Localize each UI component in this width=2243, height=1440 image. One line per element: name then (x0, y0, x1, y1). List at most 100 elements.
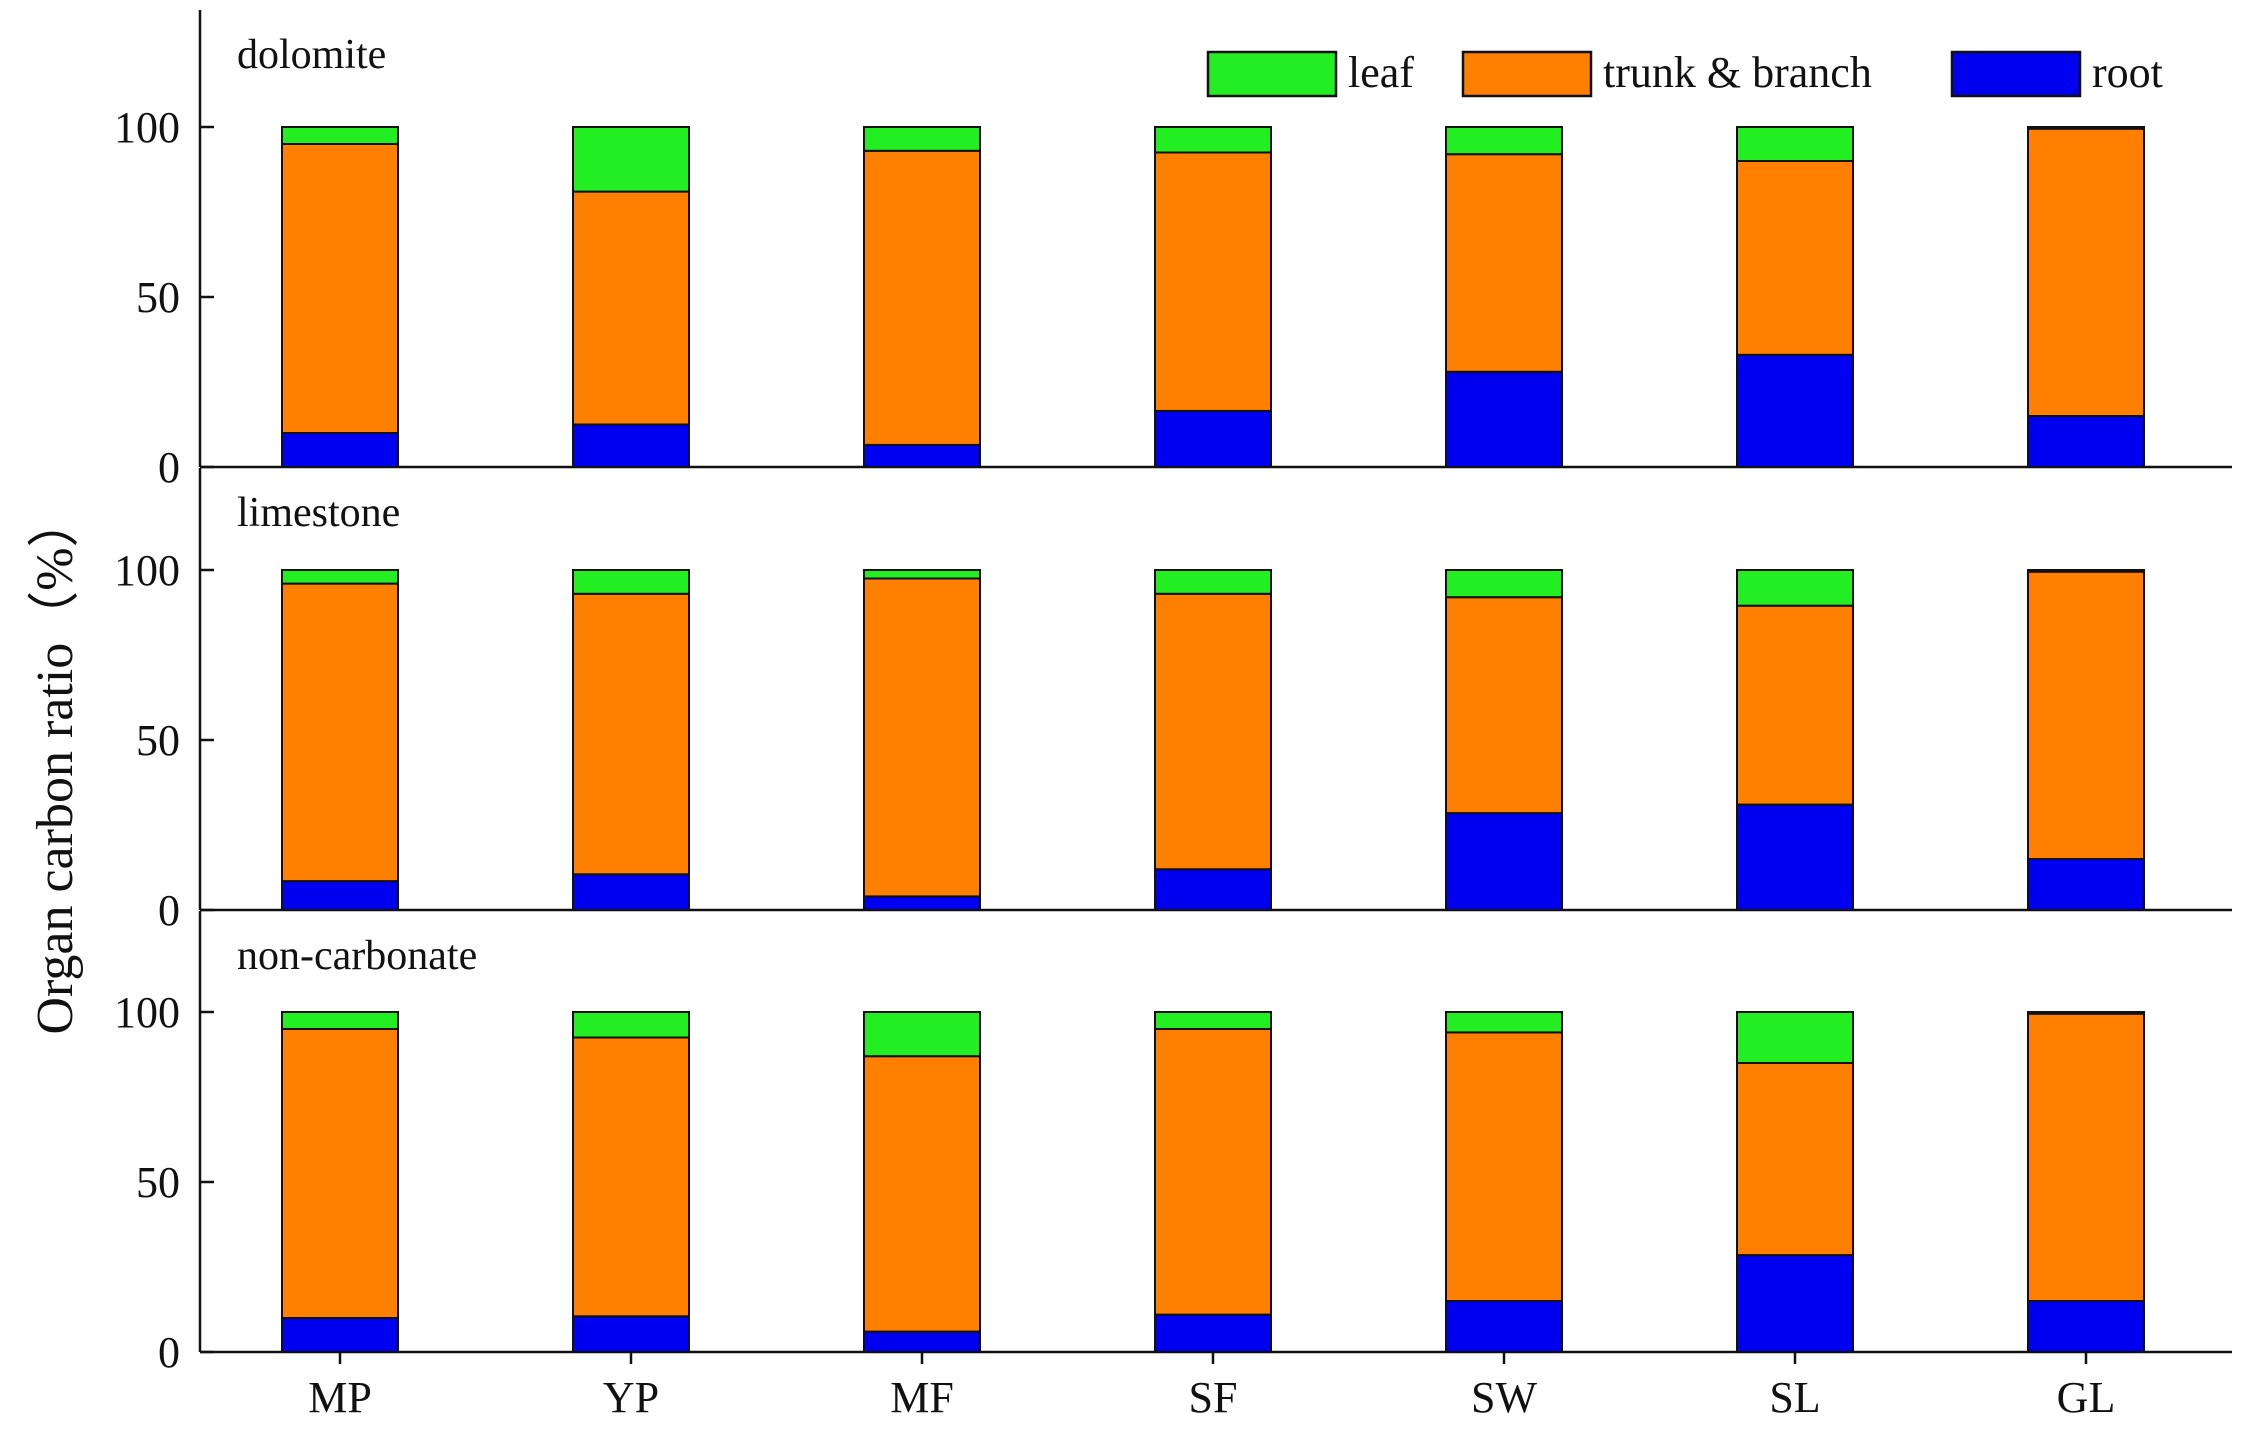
legend-entry-trunk: trunk & branch (1461, 48, 1872, 98)
bar-segment-trunk (572, 592, 690, 876)
bar-SL (1736, 126, 1854, 468)
legend-label: root (2092, 48, 2163, 97)
bar-MP (281, 569, 399, 911)
legend: leaf trunk & branch root (1206, 48, 2163, 98)
bar-segment-leaf (1445, 1011, 1563, 1034)
bar-segment-trunk (863, 577, 981, 898)
bar-segment-leaf (281, 569, 399, 585)
bar-segment-leaf (863, 1011, 981, 1058)
bar-segment-leaf (281, 1011, 399, 1030)
bar-segment-leaf (281, 126, 399, 145)
y-tick-label: 0 (158, 443, 180, 492)
y-tick-label: 100 (114, 103, 180, 152)
bar-segment-root (1736, 803, 1854, 911)
bar-segment-leaf (1445, 126, 1563, 156)
panel-2: 0 50 100 non-carbonate (114, 911, 2232, 1377)
bar-segment-leaf (2027, 126, 2145, 130)
bar-segment-trunk (572, 190, 690, 426)
bar-segment-root (1736, 353, 1854, 468)
y-tick-label: 0 (158, 1328, 180, 1377)
bar-segment-leaf (1445, 569, 1563, 599)
bar-segment-trunk (572, 1036, 690, 1318)
bar-segment-trunk (2027, 127, 2145, 417)
bar-segment-root (572, 423, 690, 468)
bar-segment-trunk (1736, 160, 1854, 356)
bar-segment-trunk (2027, 1012, 2145, 1302)
bar-segment-trunk (1736, 1062, 1854, 1257)
y-tick-label: 50 (136, 716, 180, 765)
x-tick-label: MP (308, 1373, 372, 1422)
legend-entry-leaf: leaf (1206, 48, 1414, 98)
panel-title: non-carbonate (237, 933, 477, 979)
bar-YP (572, 1011, 690, 1354)
bar-segment-root (1736, 1254, 1854, 1353)
bar-segment-root (1154, 409, 1272, 468)
bar-segment-leaf (1736, 1011, 1854, 1064)
x-tick-label: SF (1189, 1373, 1238, 1422)
bar-MP (281, 126, 399, 468)
bar-segment-leaf (2027, 569, 2145, 573)
bar-segment-trunk (281, 143, 399, 434)
bar-segment-root (572, 1315, 690, 1354)
bar-segment-trunk (1445, 596, 1563, 815)
bar-segment-root (281, 1317, 399, 1353)
bar-SF (1154, 1011, 1272, 1353)
bar-GL (2027, 126, 2145, 468)
bar-SL (1736, 1011, 1854, 1353)
bar-SW (1445, 569, 1563, 911)
bar-YP (572, 126, 690, 468)
bar-segment-leaf (1154, 126, 1272, 154)
bar-segment-trunk (281, 1028, 399, 1319)
panel-title: limestone (237, 490, 400, 536)
bar-segment-leaf (1154, 569, 1272, 595)
bar-segment-leaf (1736, 126, 1854, 162)
legend-entry-root: root (1950, 48, 2163, 98)
legend-swatch (1206, 50, 1338, 98)
panel-title: dolomite (237, 32, 386, 78)
bar-MF (863, 126, 981, 468)
bar-segment-leaf (1736, 569, 1854, 607)
x-axis-tick-labels: MP YP MF SF SW SL GL (308, 1352, 2115, 1422)
bar-segment-root (1445, 812, 1563, 911)
bar-MF (863, 569, 981, 912)
bar-segment-trunk (1736, 604, 1854, 806)
bar-segment-leaf (572, 569, 690, 595)
bar-segment-trunk (863, 149, 981, 446)
legend-swatch (1461, 50, 1593, 98)
bar-segment-root (863, 443, 981, 468)
bar-segment-root (2027, 858, 2145, 911)
bar-segment-root (2027, 1300, 2145, 1353)
legend-label: leaf (1348, 48, 1414, 97)
bar-SW (1445, 1011, 1563, 1353)
bar-segment-root (281, 880, 399, 911)
y-tick-label: 50 (136, 1158, 180, 1207)
bar-YP (572, 569, 690, 911)
y-axis-label: Organ carbon ratio（%） (27, 495, 84, 1034)
bar-segment-root (1154, 1313, 1272, 1353)
bar-segment-trunk (281, 582, 399, 883)
legend-swatch (1950, 50, 2082, 98)
bar-segment-leaf (863, 569, 981, 580)
y-axis-title: Organ carbon ratio（%） (27, 495, 84, 1034)
y-tick-label: 50 (136, 273, 180, 322)
x-tick-label: YP (603, 1373, 659, 1422)
bar-GL (2027, 1011, 2145, 1353)
bar-segment-root (2027, 415, 2145, 468)
x-tick-label: SL (1769, 1373, 1820, 1422)
y-tick-label: 100 (114, 546, 180, 595)
bar-segment-root (863, 1330, 981, 1353)
bar-segment-leaf (572, 1011, 690, 1039)
bar-segment-root (1445, 370, 1563, 468)
panel-0: 0 50 100 dolomite (114, 10, 2232, 492)
bar-segment-root (572, 873, 690, 911)
bar-segment-root (1445, 1300, 1563, 1353)
y-tick-label: 100 (114, 988, 180, 1037)
bar-GL (2027, 569, 2145, 911)
bar-segment-trunk (1445, 1031, 1563, 1303)
bar-MF (863, 1011, 981, 1353)
bar-segment-trunk (1445, 153, 1563, 373)
bar-SF (1154, 126, 1272, 468)
bar-SW (1445, 126, 1563, 468)
